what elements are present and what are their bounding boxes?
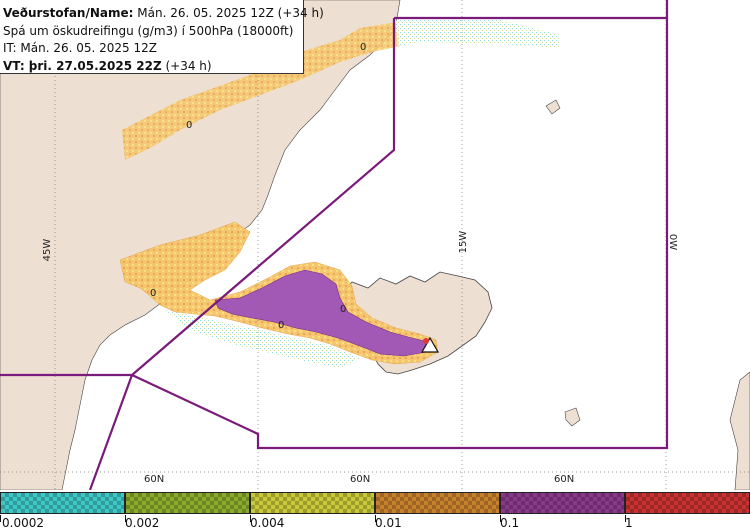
fir-boundary [0, 0, 669, 490]
forecast-info-box: Veðurstofan/Name: Mán. 26. 05. 2025 12Z … [0, 0, 324, 74]
issue-time: IT: Mán. 26. 05. 2025 12Z [3, 41, 157, 55]
legend-tick [625, 515, 626, 522]
legend-swatch [500, 492, 625, 514]
legend-tick [500, 515, 501, 522]
contour-label: 0 [360, 42, 366, 53]
issuer-line: Veðurstofan/Name: Mán. 26. 05. 2025 12Z … [3, 6, 324, 20]
legend-tick [375, 515, 376, 522]
lon-label-0w: 0W [667, 234, 678, 250]
norway-coast [729, 371, 750, 490]
lat-label-60n: 60N [350, 474, 370, 485]
concentration-legend: 0.0002 0.002 0.004 0.01 0.1 1 [0, 490, 750, 532]
legend-swatch [625, 492, 750, 514]
ash-forecast-map[interactable]: 45W 15W 0W 60N 60N 60N 0 0 0 0 0 [0, 0, 750, 490]
lat-label-60n: 60N [554, 474, 574, 485]
ash-fringe-south [165, 310, 360, 368]
ash-streak-north [122, 22, 400, 160]
lat-label-60n: 60N [144, 474, 164, 485]
legend-label: 1 [625, 516, 633, 530]
contour-label: 0 [150, 288, 156, 299]
contour-label: 0 [340, 304, 346, 315]
legend-label: 0.002 [125, 516, 160, 530]
legend-label: 0.01 [375, 516, 402, 530]
legend-tick [250, 515, 251, 522]
valid-time: VT: þri. 27.05.2025 22Z (+34 h) [3, 58, 212, 73]
lon-label-45w: 45W [42, 239, 53, 262]
contour-label: 0 [186, 120, 192, 131]
lon-label-15w: 15W [458, 231, 469, 254]
legend-swatch [250, 492, 375, 514]
small-island [564, 407, 581, 427]
legend-label: 0.1 [500, 516, 520, 530]
legend-tick [0, 515, 1, 522]
legend-swatch [125, 492, 250, 514]
contour-label: 0 [278, 320, 284, 331]
ash-fringe-north [395, 20, 560, 48]
legend-label: 0.004 [250, 516, 285, 530]
volcano-marker[interactable] [420, 336, 440, 353]
legend-swatch [375, 492, 500, 514]
legend-swatch [0, 492, 125, 514]
legend-label: 0.0002 [2, 516, 44, 530]
small-island [545, 99, 561, 115]
legend-tick [125, 515, 126, 522]
forecast-description: Spá um öskudreifingu (g/m3) í 500hPa (18… [3, 23, 294, 38]
